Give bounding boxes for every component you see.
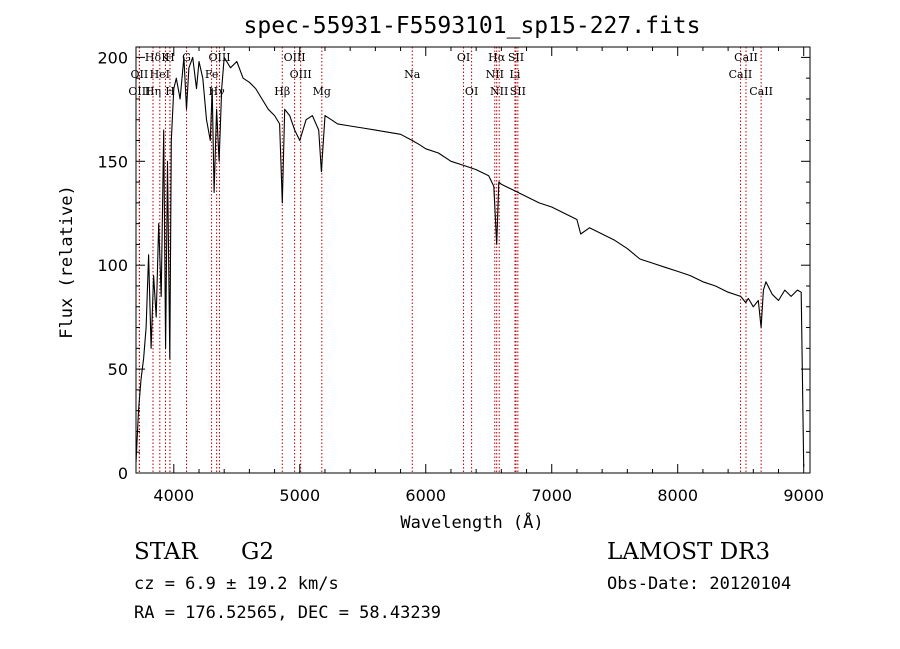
line-marker-label: SII <box>510 85 526 98</box>
obs-date: Obs-Date: 20120104 <box>607 574 792 594</box>
y-tick-label: 150 <box>97 152 128 171</box>
survey-name: LAMOST DR3 <box>607 539 771 565</box>
spectrum-line <box>135 56 805 467</box>
plot-frame <box>135 46 811 474</box>
line-marker-label: OIII <box>208 51 230 64</box>
line-marker-label: Na <box>404 68 421 81</box>
line-marker-label: Mg <box>313 85 331 98</box>
y-tick-label: 0 <box>118 464 128 483</box>
x-tick-label: 7000 <box>531 486 572 505</box>
object-class: STAR <box>134 539 198 565</box>
x-axis: 4000 5000 6000 7000 8000 9000 <box>153 47 824 505</box>
line-marker-label: OIII <box>128 85 150 98</box>
line-marker-label: Hα <box>488 51 506 64</box>
x-tick-label: 9000 <box>783 486 824 505</box>
y-axis-label: Flux (relative) <box>57 185 77 339</box>
line-marker-label: CaII <box>729 68 753 81</box>
line-marker-label: OIII <box>284 51 306 64</box>
line-marker-label: CaII <box>734 51 758 64</box>
line-marker-label: OI <box>457 51 470 64</box>
line-marker-label: OII <box>131 68 149 81</box>
y-tick-label: 100 <box>97 256 128 275</box>
line-marker-label: Hγ <box>209 85 226 98</box>
y-tick-label: 50 <box>108 360 128 379</box>
line-marker-label: HeI <box>150 68 170 81</box>
line-marker-label: SII <box>508 51 524 64</box>
y-axis: 0 50 100 150 200 <box>97 48 810 483</box>
line-marker-label: NII <box>490 85 508 98</box>
object-subclass: G2 <box>241 539 275 565</box>
line-marker-label: CaII <box>749 85 773 98</box>
coordinates-text: RA = 176.52565, DEC = 58.43239 <box>134 603 442 623</box>
line-marker-label: OIII <box>290 68 312 81</box>
line-marker-label: H <box>165 51 175 64</box>
x-tick-label: 4000 <box>153 486 194 505</box>
line-marker-label: Hδ <box>145 51 162 64</box>
chart-title: spec-55931-F5593101_sp15-227.fits <box>244 13 701 39</box>
x-tick-label: 6000 <box>405 486 446 505</box>
x-tick-label: 5000 <box>279 486 320 505</box>
line-marker-label: G <box>182 51 191 64</box>
redshift-text: cz = 6.9 ± 19.2 km/s <box>134 574 339 594</box>
line-marker-label: Fe <box>205 68 219 81</box>
spectrum-series <box>135 56 805 467</box>
line-marker-label: Hβ <box>274 85 290 98</box>
line-marker-label: Hη <box>145 85 161 98</box>
line-marker-label: NII <box>486 68 504 81</box>
x-axis-label: Wavelength (Å) <box>400 511 543 533</box>
y-tick-label: 200 <box>97 48 128 67</box>
x-tick-label: 8000 <box>657 486 698 505</box>
line-marker-label: H <box>165 85 175 98</box>
line-marker-label: OI <box>465 85 478 98</box>
line-marker-label: Li <box>510 68 521 81</box>
line-marker-label: K <box>161 51 170 64</box>
line-markers <box>138 47 762 473</box>
